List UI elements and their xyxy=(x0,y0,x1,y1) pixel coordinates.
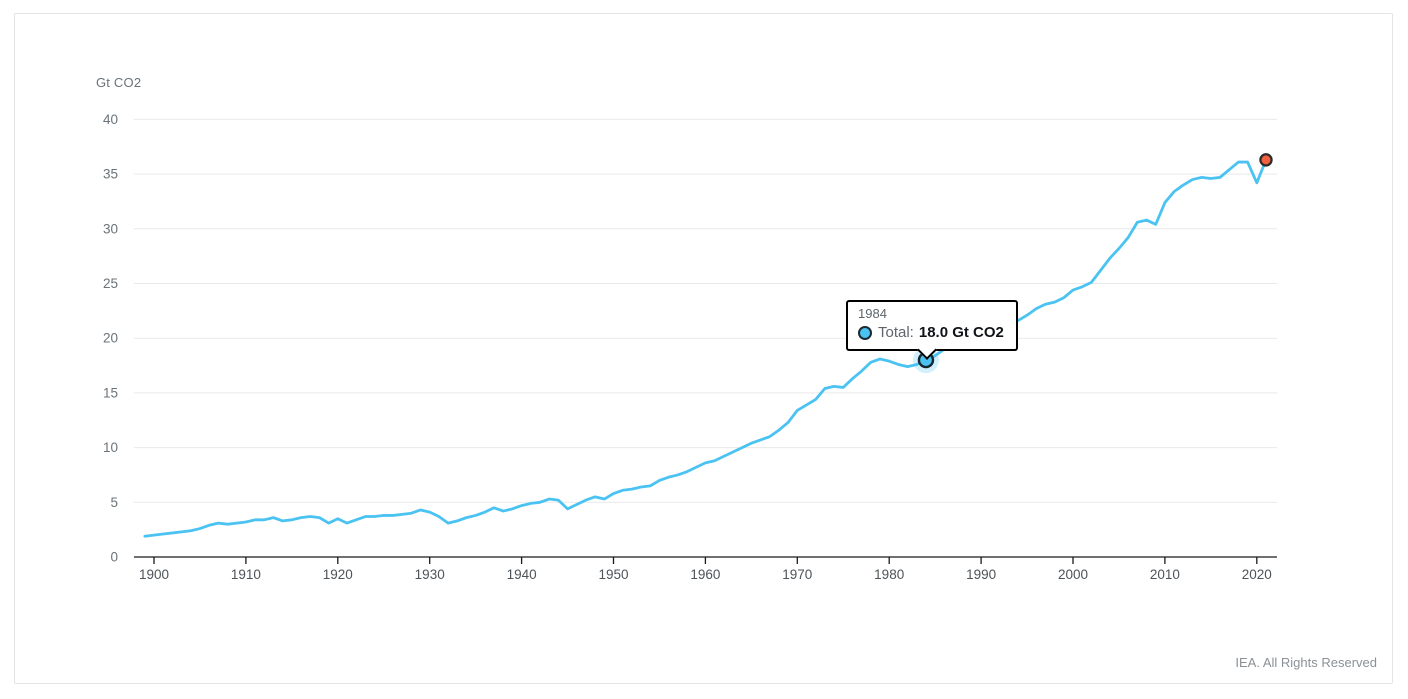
tooltip: 1984 Total: 18.0 Gt CO2 xyxy=(846,300,1018,351)
x-tick-label: 1940 xyxy=(507,567,537,582)
tooltip-series-label: Total: xyxy=(878,324,914,341)
x-tick-label: 1980 xyxy=(874,567,904,582)
y-tick-label: 20 xyxy=(103,331,118,346)
total-emissions-line[interactable] xyxy=(143,158,1268,538)
x-tick-label: 2010 xyxy=(1150,567,1180,582)
y-axis-unit-label: Gt CO2 xyxy=(96,75,142,90)
y-tick-label: 40 xyxy=(103,112,118,127)
y-tick-label: 10 xyxy=(103,440,118,455)
x-tick-label: 1990 xyxy=(966,567,996,582)
y-tick-label: 15 xyxy=(103,385,118,400)
y-tick-label: 0 xyxy=(110,550,118,565)
x-tick-label: 2020 xyxy=(1242,567,1272,582)
x-tick-label: 1910 xyxy=(231,567,261,582)
end-point-marker[interactable] xyxy=(1259,153,1273,167)
x-tick-label: 1970 xyxy=(782,567,812,582)
tooltip-value-row: Total: 18.0 Gt CO2 xyxy=(858,323,1004,343)
tooltip-year: 1984 xyxy=(858,306,887,321)
x-tick-label: 1950 xyxy=(598,567,628,582)
x-tick-label: 2000 xyxy=(1058,567,1088,582)
tooltip-value: 18.0 Gt CO2 xyxy=(918,324,1004,341)
x-tick-label: 1930 xyxy=(415,567,445,582)
x-tick-label: 1900 xyxy=(139,567,169,582)
y-tick-label: 25 xyxy=(103,276,118,291)
series-color-swatch-icon xyxy=(858,326,872,340)
x-tick-label: 1920 xyxy=(323,567,353,582)
y-tick-label: 35 xyxy=(103,167,118,182)
copyright-text: IEA. All Rights Reserved xyxy=(1235,655,1377,670)
y-tick-label: 5 xyxy=(110,495,118,510)
x-tick-label: 1960 xyxy=(690,567,720,582)
y-tick-label: 30 xyxy=(103,221,118,236)
chart-card xyxy=(14,13,1393,684)
